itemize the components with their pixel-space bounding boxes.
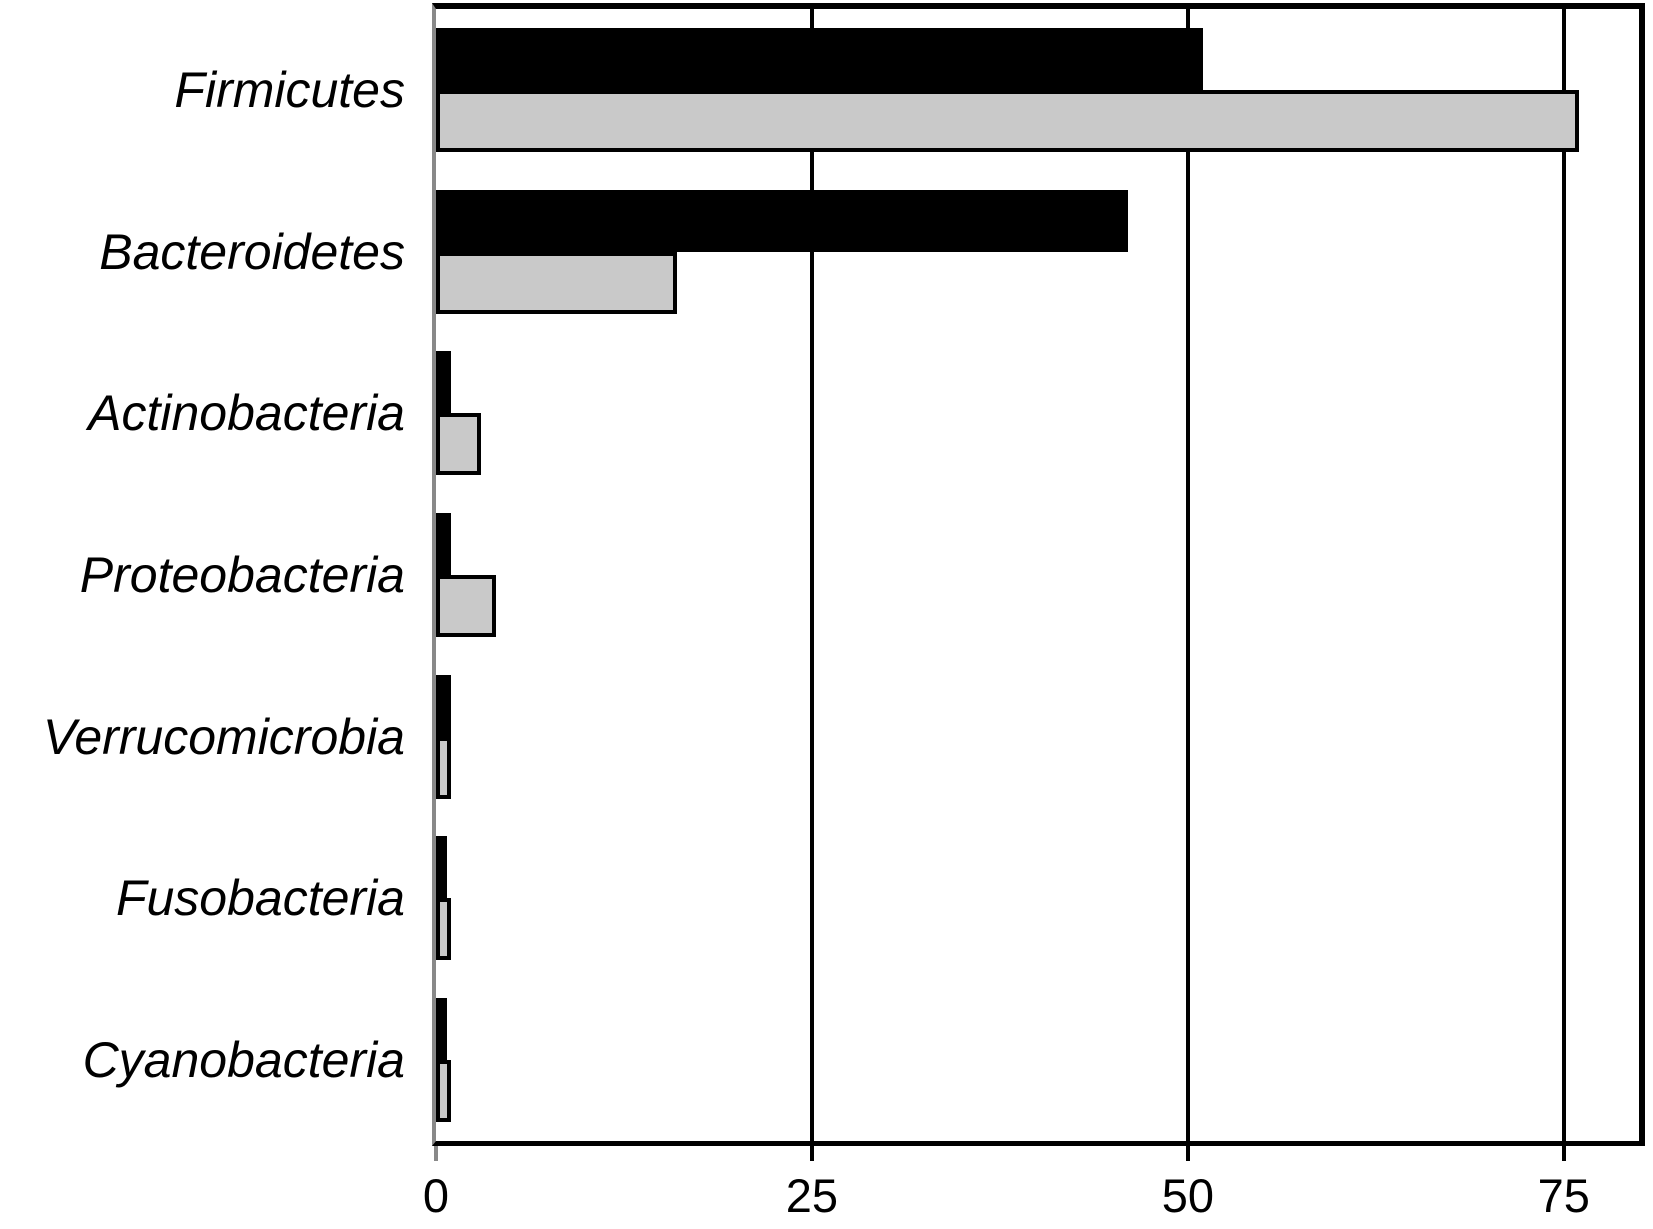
gridline-25: [809, 9, 814, 1141]
category-label-cyanobacteria: Cyanobacteria: [82, 1032, 405, 1089]
x-axis: 0 25 50 75: [423, 1146, 1639, 1229]
category-label-actinobacteria: Actinobacteria: [88, 385, 405, 442]
axis-tick-label-75: 75: [1537, 1169, 1590, 1222]
axis-tick-75: [1561, 1146, 1566, 1161]
bar-black-bars-bacteroidetes: [436, 189, 1128, 252]
gridline-75: [1561, 9, 1566, 1141]
category-label-fusobacteria: Fusobacteria: [115, 870, 405, 927]
bar-black-bars-cyanobacteria: [436, 998, 447, 1061]
axis-tick-25: [809, 1146, 814, 1161]
bar-black-bars-proteobacteria: [436, 513, 452, 575]
bar-gray-bars-cyanobacteria: [436, 1060, 452, 1123]
axis-tick-50: [1185, 1146, 1190, 1161]
bar-gray-bars-verrucomicrobia: [436, 736, 452, 799]
axis-tick-0: [434, 1146, 438, 1161]
bar-gray-bars-actinobacteria: [436, 413, 482, 476]
plot-area: [432, 3, 1645, 1146]
bar-black-bars-firmicutes: [436, 27, 1203, 90]
bar-gray-bars-firmicutes: [436, 89, 1579, 152]
category-label-bacteroidetes: Bacteroidetes: [99, 223, 405, 280]
category-label-proteobacteria: Proteobacteria: [79, 547, 405, 603]
bar-gray-bars-fusobacteria: [436, 898, 452, 961]
axis-tick-label-25: 25: [785, 1169, 839, 1222]
bar-gray-bars-proteobacteria: [436, 575, 497, 637]
axis-tick-label-50: 50: [1161, 1169, 1215, 1222]
bar-black-bars-verrucomicrobia: [436, 674, 452, 737]
category-label-verrucomicrobia: Verrucomicrobia: [42, 708, 405, 765]
bar-black-bars-actinobacteria: [436, 351, 452, 414]
category-label-firmicutes: Firmicutes: [174, 61, 405, 118]
axis-tick-label-0: 0: [422, 1169, 450, 1222]
bar-gray-bars-bacteroidetes: [436, 251, 677, 314]
bar-black-bars-fusobacteria: [436, 836, 447, 899]
gridline-50: [1185, 9, 1190, 1141]
